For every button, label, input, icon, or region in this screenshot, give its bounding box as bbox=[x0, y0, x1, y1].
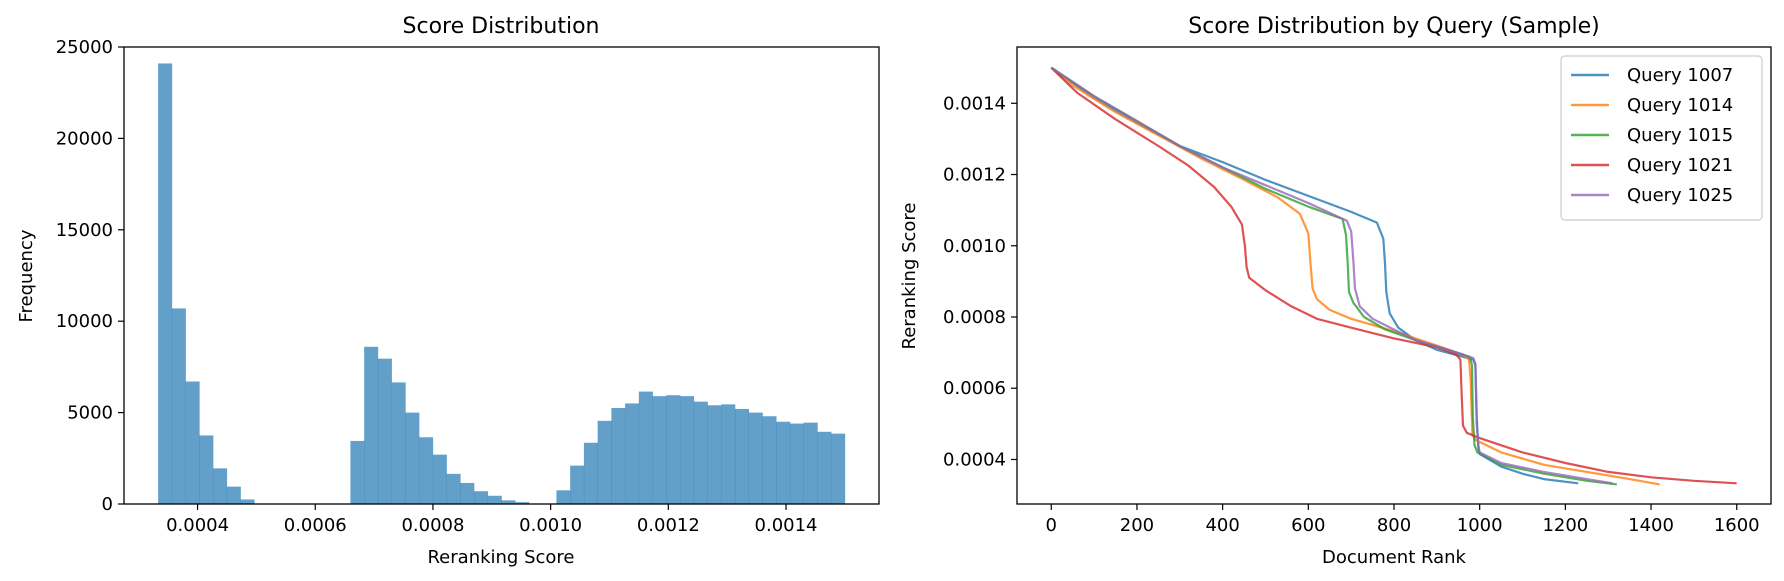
histogram-panel: Score Distribution 0.0004 0.0006 0.0008 0.0… bbox=[16, 14, 880, 568]
histogram-bar bbox=[776, 421, 791, 504]
histogram-bar bbox=[666, 395, 681, 504]
x-tick-label: 1200 bbox=[1542, 515, 1588, 536]
lines-y-ticks: 0.0004 0.0006 0.0008 0.0010 0.0012 0.0014 bbox=[943, 93, 1017, 470]
x-tick-label: 800 bbox=[1377, 515, 1411, 536]
histogram-bar bbox=[391, 382, 406, 504]
x-tick-label: 0.0008 bbox=[401, 515, 464, 536]
x-tick-label: 0.0010 bbox=[519, 515, 582, 536]
query-line bbox=[1050, 66, 1737, 485]
lines-x-label: Document Rank bbox=[1322, 547, 1467, 568]
histogram-bar bbox=[460, 482, 475, 504]
query-line bbox=[1050, 66, 1660, 486]
histogram-bar bbox=[721, 404, 736, 504]
legend-label: Query 1007 bbox=[1627, 65, 1733, 86]
histogram-bar bbox=[350, 440, 365, 504]
histogram-bar bbox=[377, 358, 392, 504]
histogram-x-label: Reranking Score bbox=[427, 547, 574, 568]
histogram-bar bbox=[419, 437, 434, 504]
y-tick-label: 0.0008 bbox=[943, 307, 1006, 328]
x-tick-label: 1400 bbox=[1628, 515, 1674, 536]
lines-y-label: Reranking Score bbox=[899, 202, 920, 349]
histogram-bar bbox=[446, 473, 461, 504]
x-tick-label: 0.0006 bbox=[284, 515, 347, 536]
legend-label: Query 1015 bbox=[1627, 125, 1733, 146]
histogram-bar bbox=[803, 422, 818, 504]
histogram-bar bbox=[405, 412, 420, 504]
histogram-bar bbox=[240, 499, 255, 504]
lines-title: Score Distribution by Query (Sample) bbox=[1188, 14, 1599, 39]
histogram-bar bbox=[817, 431, 832, 504]
histogram-bar bbox=[625, 403, 640, 504]
y-tick-label: 10000 bbox=[56, 311, 113, 332]
legend-box bbox=[1560, 55, 1763, 221]
legend-label: Query 1025 bbox=[1627, 185, 1733, 206]
histogram-y-label: Frequency bbox=[16, 229, 37, 322]
y-tick-label: 0.0010 bbox=[943, 236, 1006, 257]
histogram-title: Score Distribution bbox=[403, 14, 600, 39]
lines-axes-frame bbox=[1016, 46, 1772, 505]
histogram-bar bbox=[762, 416, 777, 504]
histogram-bar bbox=[226, 486, 241, 504]
histogram-bar bbox=[474, 491, 489, 504]
query-line bbox=[1050, 66, 1617, 486]
histogram-bar bbox=[185, 381, 200, 504]
legend-label: Query 1014 bbox=[1627, 95, 1733, 116]
histogram-bar bbox=[831, 433, 846, 504]
x-tick-label: 200 bbox=[1120, 515, 1154, 536]
y-tick-label: 0 bbox=[102, 494, 113, 515]
y-tick-label: 25000 bbox=[56, 37, 113, 58]
y-tick-label: 15000 bbox=[56, 220, 113, 241]
histogram-bar bbox=[707, 405, 722, 504]
histogram-bar bbox=[199, 435, 214, 504]
histogram-bar bbox=[638, 391, 653, 504]
y-tick-label: 20000 bbox=[56, 128, 113, 149]
y-tick-label: 0.0012 bbox=[943, 165, 1006, 186]
y-tick-label: 0.0006 bbox=[943, 378, 1006, 399]
x-tick-label: 1600 bbox=[1714, 515, 1760, 536]
x-tick-label: 600 bbox=[1291, 515, 1325, 536]
histogram-axes-frame bbox=[123, 46, 880, 505]
histogram-bar bbox=[364, 346, 379, 504]
histogram-bar bbox=[652, 396, 667, 504]
histogram-bar bbox=[158, 63, 173, 505]
x-tick-label: 0.0004 bbox=[166, 515, 229, 536]
query-line bbox=[1050, 66, 1613, 485]
histogram-y-ticks: 0 5000 10000 15000 20000 25000 bbox=[56, 37, 124, 515]
lines-x-ticks: 0 200 400 600 800 1000 1200 1400 1600 bbox=[1046, 504, 1760, 536]
histogram-bar bbox=[501, 500, 516, 504]
histogram-bar bbox=[748, 412, 763, 504]
histogram-bar bbox=[680, 396, 695, 504]
histogram-bar bbox=[556, 490, 571, 504]
histogram-bar bbox=[171, 308, 186, 504]
query-line bbox=[1050, 66, 1579, 485]
histogram-bar bbox=[583, 442, 598, 504]
histogram-bar bbox=[611, 408, 626, 504]
legend: Query 1007 Query 1014 Query 1015 Query 1021… bbox=[1560, 55, 1763, 221]
x-tick-label: 0 bbox=[1046, 515, 1057, 536]
legend-label: Query 1021 bbox=[1627, 155, 1733, 176]
histogram-bar bbox=[789, 423, 804, 504]
x-tick-label: 400 bbox=[1205, 515, 1239, 536]
histogram-bar bbox=[213, 468, 228, 504]
histogram-bar bbox=[734, 408, 750, 504]
y-tick-label: 0.0014 bbox=[943, 93, 1006, 114]
histogram-bar bbox=[570, 465, 585, 504]
x-tick-label: 0.0014 bbox=[755, 515, 818, 536]
x-tick-label: 0.0012 bbox=[637, 515, 700, 536]
histogram-bars bbox=[158, 63, 846, 505]
y-tick-label: 0.0004 bbox=[943, 449, 1006, 470]
query-line-series bbox=[1050, 66, 1737, 486]
histogram-x-ticks: 0.0004 0.0006 0.0008 0.0010 0.0012 0.0014 bbox=[166, 504, 818, 536]
y-tick-label: 5000 bbox=[67, 403, 113, 424]
histogram-bar bbox=[597, 420, 612, 504]
histogram-bar bbox=[693, 401, 708, 504]
histogram-bar bbox=[487, 495, 502, 504]
histogram-bar bbox=[515, 502, 530, 504]
x-tick-label: 1000 bbox=[1457, 515, 1503, 536]
histogram-bar bbox=[432, 454, 447, 504]
query-lines-panel: Score Distribution by Query (Sample) 0 20… bbox=[899, 14, 1772, 568]
